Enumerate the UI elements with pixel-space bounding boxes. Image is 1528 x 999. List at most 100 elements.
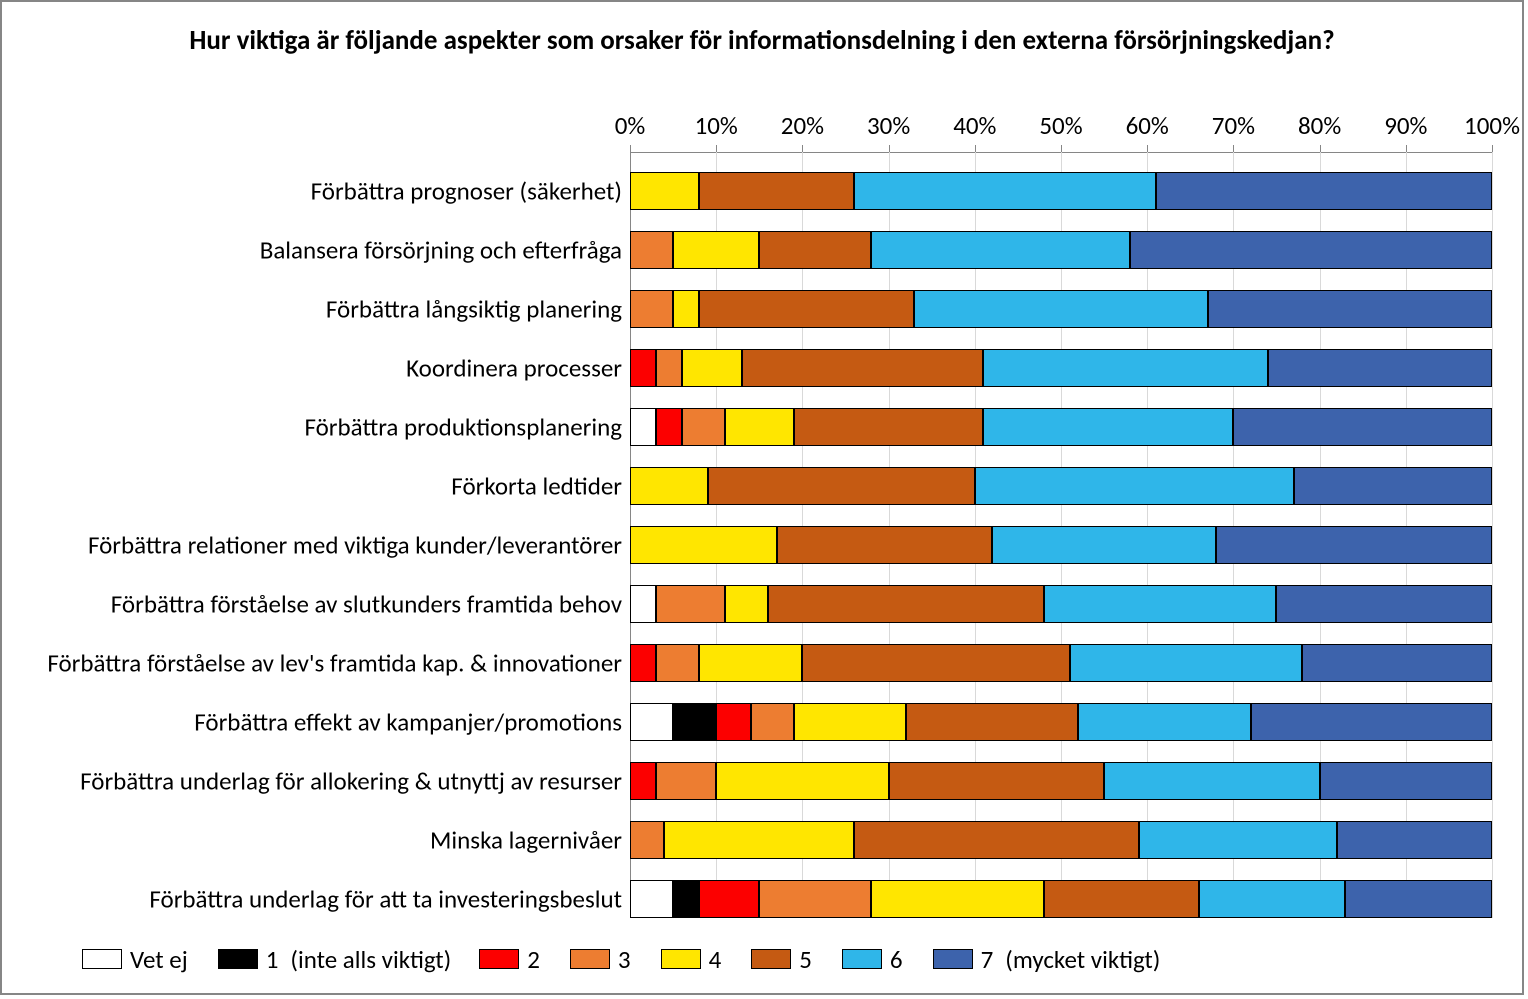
x-tick-label: 20% bbox=[781, 110, 824, 141]
legend-item: 2 bbox=[479, 944, 540, 975]
bar-segment bbox=[1130, 231, 1492, 269]
bar-row bbox=[630, 290, 1492, 328]
bar-segment bbox=[630, 703, 673, 741]
bar-segment bbox=[1337, 821, 1492, 859]
category-label: Förbättra långsiktig planering bbox=[326, 294, 622, 325]
category-label: Förbättra förståelse av lev's framtida k… bbox=[47, 648, 622, 679]
bar-row bbox=[630, 526, 1492, 564]
bar-segment bbox=[664, 821, 854, 859]
bar-segment bbox=[699, 172, 854, 210]
bar-row bbox=[630, 644, 1492, 682]
legend-label: 3 bbox=[618, 944, 631, 975]
bar-segment bbox=[759, 231, 871, 269]
legend-item: 4 bbox=[661, 944, 722, 975]
bar-segment bbox=[777, 526, 993, 564]
legend-swatch bbox=[933, 949, 973, 969]
legend-label: 5 bbox=[799, 944, 812, 975]
bar-segment bbox=[630, 290, 673, 328]
chart-container: Hur viktiga är följande aspekter som ors… bbox=[0, 0, 1524, 995]
legend-note: (mycket viktigt) bbox=[1005, 944, 1160, 975]
bar-segment bbox=[983, 408, 1233, 446]
legend-label: Vet ej bbox=[130, 944, 188, 975]
bar-segment bbox=[1044, 880, 1199, 918]
bar-segment bbox=[630, 762, 656, 800]
legend-item: 6 bbox=[842, 944, 903, 975]
bar-row bbox=[630, 172, 1492, 210]
legend-swatch bbox=[82, 949, 122, 969]
bar-row bbox=[630, 880, 1492, 918]
bar-segment bbox=[1233, 408, 1492, 446]
bar-segment bbox=[699, 880, 759, 918]
legend-swatch bbox=[570, 949, 610, 969]
legend-label: 6 bbox=[890, 944, 903, 975]
bar-segment bbox=[630, 644, 656, 682]
bar-segment bbox=[854, 172, 1156, 210]
legend-item: 7 bbox=[933, 944, 994, 975]
legend-swatch bbox=[479, 949, 519, 969]
bar-segment bbox=[682, 349, 742, 387]
bar-segment bbox=[656, 408, 682, 446]
bar-segment bbox=[1294, 467, 1492, 505]
x-tick-label: 50% bbox=[1039, 110, 1082, 141]
bar-segment bbox=[1251, 703, 1492, 741]
bar-segment bbox=[673, 290, 699, 328]
bar-row bbox=[630, 585, 1492, 623]
bar-segment bbox=[871, 880, 1043, 918]
x-tick-label: 40% bbox=[953, 110, 996, 141]
bar-segment bbox=[725, 585, 768, 623]
bar-segment bbox=[630, 349, 656, 387]
category-label: Förbättra förståelse av slutkunders fram… bbox=[111, 589, 622, 620]
bar-segment bbox=[1139, 821, 1337, 859]
bar-segment bbox=[656, 585, 725, 623]
legend-swatch bbox=[751, 949, 791, 969]
bar-segment bbox=[673, 880, 699, 918]
bar-segment bbox=[854, 821, 1138, 859]
category-label: Förbättra relationer med viktiga kunder/… bbox=[88, 530, 622, 561]
bar-segment bbox=[630, 408, 656, 446]
bar-row bbox=[630, 231, 1492, 269]
bar-segment bbox=[992, 526, 1216, 564]
bar-segment bbox=[1199, 880, 1346, 918]
bars-area bbox=[630, 152, 1492, 918]
legend-item: 3 bbox=[570, 944, 631, 975]
x-tick-label: 30% bbox=[867, 110, 910, 141]
bar-segment bbox=[1208, 290, 1492, 328]
bar-segment bbox=[630, 585, 656, 623]
category-label: Balansera försörjning och efterfråga bbox=[260, 235, 622, 266]
bar-row bbox=[630, 467, 1492, 505]
x-tick-label: 10% bbox=[695, 110, 738, 141]
bar-segment bbox=[630, 821, 664, 859]
bar-segment bbox=[630, 880, 673, 918]
legend-label: 4 bbox=[709, 944, 722, 975]
bar-segment bbox=[768, 585, 1044, 623]
bar-segment bbox=[630, 467, 708, 505]
bar-segment bbox=[656, 349, 682, 387]
category-label: Minska lagernivåer bbox=[430, 825, 622, 856]
legend-label: 7 bbox=[981, 944, 994, 975]
bar-segment bbox=[1044, 585, 1277, 623]
legend-item: 1 bbox=[218, 944, 279, 975]
bar-row bbox=[630, 349, 1492, 387]
bar-segment bbox=[983, 349, 1267, 387]
bar-segment bbox=[682, 408, 725, 446]
bar-segment bbox=[708, 467, 975, 505]
category-label: Förbättra underlag för allokering & utny… bbox=[80, 766, 622, 797]
legend-label: 2 bbox=[527, 944, 540, 975]
bar-segment bbox=[656, 644, 699, 682]
x-tick-label: 100% bbox=[1464, 110, 1520, 141]
bar-segment bbox=[1302, 644, 1492, 682]
bar-segment bbox=[1070, 644, 1303, 682]
bar-segment bbox=[673, 231, 759, 269]
bar-segment bbox=[871, 231, 1130, 269]
x-tick-label: 60% bbox=[1126, 110, 1169, 141]
bar-segment bbox=[802, 644, 1069, 682]
category-label: Förbättra produktionsplanering bbox=[304, 412, 622, 443]
bar-segment bbox=[1268, 349, 1492, 387]
x-axis-labels: 0%10%20%30%40%50%60%70%80%90%100% bbox=[630, 110, 1492, 150]
bar-segment bbox=[630, 172, 699, 210]
category-label: Förbättra underlag för att ta investerin… bbox=[149, 884, 622, 915]
bar-segment bbox=[889, 762, 1105, 800]
legend-swatch bbox=[218, 949, 258, 969]
bar-segment bbox=[630, 231, 673, 269]
bar-segment bbox=[699, 290, 915, 328]
